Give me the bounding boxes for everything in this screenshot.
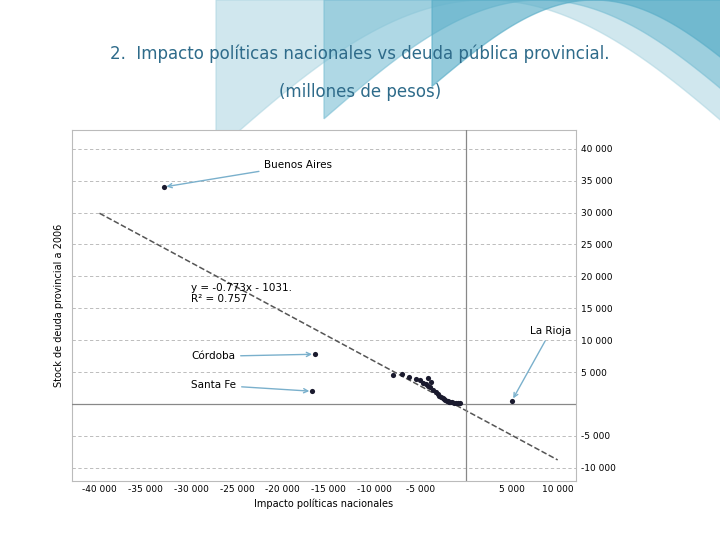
Y-axis label: Stock de deuda provincial a 2006: Stock de deuda provincial a 2006 xyxy=(54,224,63,387)
Point xyxy=(410,375,421,383)
Point xyxy=(437,394,449,403)
Point xyxy=(387,371,398,380)
Point xyxy=(423,381,434,390)
Text: Santa Fe: Santa Fe xyxy=(191,380,307,393)
Point xyxy=(427,386,438,394)
Point xyxy=(446,398,458,407)
Point xyxy=(403,372,415,381)
Point xyxy=(449,399,460,407)
Point xyxy=(442,397,454,406)
Point xyxy=(450,399,462,407)
Point xyxy=(506,396,518,405)
Point xyxy=(452,399,464,408)
Point xyxy=(454,399,465,408)
Point xyxy=(441,396,453,405)
Point xyxy=(420,380,431,389)
Point xyxy=(445,398,456,407)
Polygon shape xyxy=(216,0,720,151)
Point xyxy=(439,395,451,404)
Point xyxy=(433,392,445,400)
Polygon shape xyxy=(324,0,720,119)
Point xyxy=(417,379,428,387)
Text: Córdoba: Córdoba xyxy=(191,352,310,361)
Point xyxy=(415,376,426,384)
Point xyxy=(430,388,441,396)
Text: 2.  Impacto políticas nacionales vs deuda pública provincial.: 2. Impacto políticas nacionales vs deuda… xyxy=(110,45,610,63)
Text: La Rioja: La Rioja xyxy=(514,326,572,397)
Point xyxy=(438,395,450,403)
Point xyxy=(306,387,318,396)
Point xyxy=(426,377,437,386)
Text: Buenos Aires: Buenos Aires xyxy=(168,160,333,188)
Point xyxy=(432,389,444,398)
Text: (millones de pesos): (millones de pesos) xyxy=(279,83,441,101)
Point xyxy=(309,350,320,359)
Point xyxy=(443,397,454,406)
Text: y = -0.773x - 1031.
R² = 0.757: y = -0.773x - 1031. R² = 0.757 xyxy=(191,283,292,305)
X-axis label: Impacto políticas nacionales: Impacto políticas nacionales xyxy=(254,498,394,509)
Point xyxy=(158,183,169,191)
Point xyxy=(396,370,408,379)
Point xyxy=(422,374,433,383)
Point xyxy=(425,383,436,391)
Point xyxy=(436,393,447,401)
Polygon shape xyxy=(432,0,720,86)
